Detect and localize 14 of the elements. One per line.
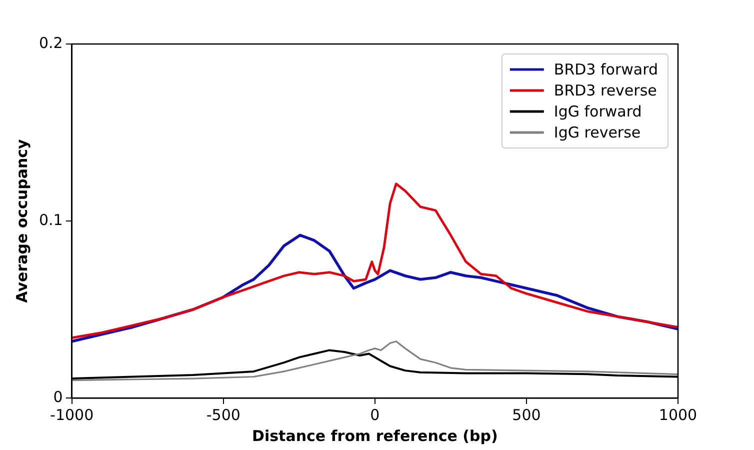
legend-label: IgG forward bbox=[554, 102, 642, 120]
legend-label: BRD3 reverse bbox=[554, 81, 657, 100]
legend-label: BRD3 forward bbox=[554, 60, 658, 78]
y-tick-label: 0 bbox=[53, 388, 63, 406]
x-tick-label: -500 bbox=[206, 406, 240, 424]
legend-label: IgG reverse bbox=[554, 123, 641, 142]
x-tick-label: 1000 bbox=[658, 406, 698, 424]
x-tick-label: 0 bbox=[370, 406, 380, 424]
x-axis-title: Distance from reference (bp) bbox=[252, 426, 498, 445]
x-tick-label: 500 bbox=[512, 406, 541, 424]
y-tick-label: 0.2 bbox=[38, 34, 63, 52]
y-tick-label: 0.1 bbox=[38, 210, 63, 229]
x-tick-label: -1000 bbox=[50, 406, 94, 424]
y-axis-title: Average occupancy bbox=[12, 138, 31, 303]
